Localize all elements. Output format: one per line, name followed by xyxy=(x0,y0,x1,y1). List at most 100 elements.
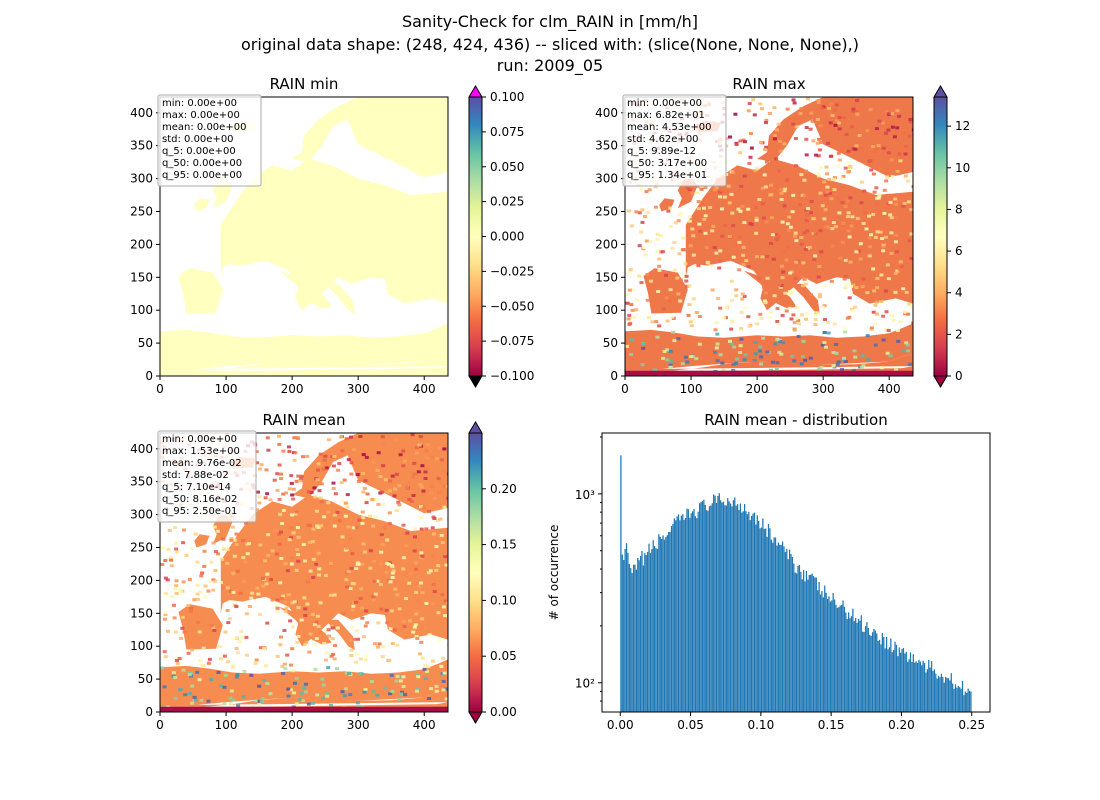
texture-cell xyxy=(413,623,418,627)
texture-cell xyxy=(434,457,439,461)
texture-cell xyxy=(642,246,647,249)
texture-cell xyxy=(373,592,378,596)
texture-cell xyxy=(279,477,284,481)
texture-cell xyxy=(772,134,777,138)
texture-cell xyxy=(384,570,389,574)
histogram-bar xyxy=(739,503,742,712)
texture-cell xyxy=(645,273,650,276)
texture-cell xyxy=(882,188,887,192)
histogram-bar xyxy=(675,520,677,712)
texture-cell xyxy=(318,452,323,456)
texture-cell xyxy=(791,313,796,317)
texture-cell xyxy=(718,249,723,253)
histogram-bar xyxy=(648,543,650,712)
texture-cell xyxy=(328,593,333,597)
x-tick-label: 200 xyxy=(281,718,304,732)
texture-cell xyxy=(238,591,243,595)
histogram-bar xyxy=(694,516,697,712)
texture-cell xyxy=(203,584,208,588)
texture-cell xyxy=(892,135,897,139)
texture-cell xyxy=(871,310,876,314)
texture-cell xyxy=(199,574,204,578)
texture-cell xyxy=(683,262,688,266)
texture-cell xyxy=(813,232,818,236)
texture-cell xyxy=(885,263,890,267)
texture-cell xyxy=(378,475,383,478)
texture-cell xyxy=(187,578,192,581)
texture-cell xyxy=(198,659,202,663)
texture-cell xyxy=(700,202,705,206)
texture-cell xyxy=(865,129,870,133)
texture-cell xyxy=(793,234,797,238)
colorbar-tick-label: −0.075 xyxy=(490,334,534,348)
texture-cell xyxy=(801,284,805,288)
texture-cell xyxy=(837,127,842,131)
texture-cell xyxy=(875,230,880,234)
x-tick-label: 400 xyxy=(413,382,436,396)
texture-cell xyxy=(358,435,363,438)
texture-cell xyxy=(831,351,836,354)
texture-cell xyxy=(405,531,410,535)
texture-cell xyxy=(883,235,888,239)
histogram-bar xyxy=(936,678,938,712)
texture-cell xyxy=(340,690,345,694)
texture-cell xyxy=(350,552,355,556)
texture-cell xyxy=(817,137,821,141)
texture-cell xyxy=(735,357,740,361)
texture-cell xyxy=(179,637,184,640)
texture-cell xyxy=(390,474,395,478)
texture-cell xyxy=(673,221,678,225)
histogram-bar xyxy=(863,631,865,712)
histogram-bar xyxy=(842,600,844,712)
texture-cell xyxy=(629,224,634,228)
texture-cell xyxy=(295,640,300,644)
texture-cell xyxy=(889,231,894,235)
texture-cell xyxy=(190,701,195,705)
texture-cell xyxy=(837,121,841,125)
texture-cell xyxy=(655,232,660,236)
colorbar-tick-label: 0.00 xyxy=(490,705,517,719)
texture-cell xyxy=(349,654,354,657)
texture-cell xyxy=(854,250,859,254)
texture-cell xyxy=(290,647,295,651)
texture-cell xyxy=(332,593,337,597)
texture-cell xyxy=(443,614,447,618)
histogram-bar xyxy=(900,652,902,712)
land-region xyxy=(194,534,210,548)
texture-cell xyxy=(648,240,653,244)
texture-cell xyxy=(860,285,865,289)
texture-cell xyxy=(306,702,311,706)
texture-cell xyxy=(799,236,804,239)
x-tick-label: 100 xyxy=(215,382,238,396)
land-region xyxy=(160,689,448,707)
texture-cell xyxy=(199,626,204,630)
histogram-bar xyxy=(745,511,747,712)
texture-cell xyxy=(847,235,852,239)
texture-cell xyxy=(864,227,869,231)
texture-cell xyxy=(817,121,822,125)
texture-cell xyxy=(639,281,644,285)
texture-cell xyxy=(765,255,769,258)
stats-line: mean: 4.53e+00 xyxy=(627,122,711,133)
texture-cell xyxy=(897,152,902,156)
texture-cell xyxy=(806,206,811,210)
texture-cell xyxy=(234,646,239,650)
texture-cell xyxy=(173,696,178,700)
texture-cell xyxy=(430,602,435,606)
texture-cell xyxy=(348,435,353,439)
texture-cell xyxy=(275,606,280,610)
texture-cell xyxy=(360,521,365,525)
texture-cell xyxy=(712,188,717,192)
texture-cell xyxy=(840,201,845,205)
histogram-bar xyxy=(918,659,920,712)
texture-cell xyxy=(739,311,744,314)
texture-cell xyxy=(769,183,774,187)
texture-cell xyxy=(290,601,295,605)
texture-cell xyxy=(822,341,827,344)
texture-cell xyxy=(793,137,798,140)
texture-cell xyxy=(903,145,908,148)
texture-cell xyxy=(299,476,304,480)
histogram-bar xyxy=(807,579,809,712)
texture-cell xyxy=(434,545,439,548)
texture-cell xyxy=(289,663,293,667)
